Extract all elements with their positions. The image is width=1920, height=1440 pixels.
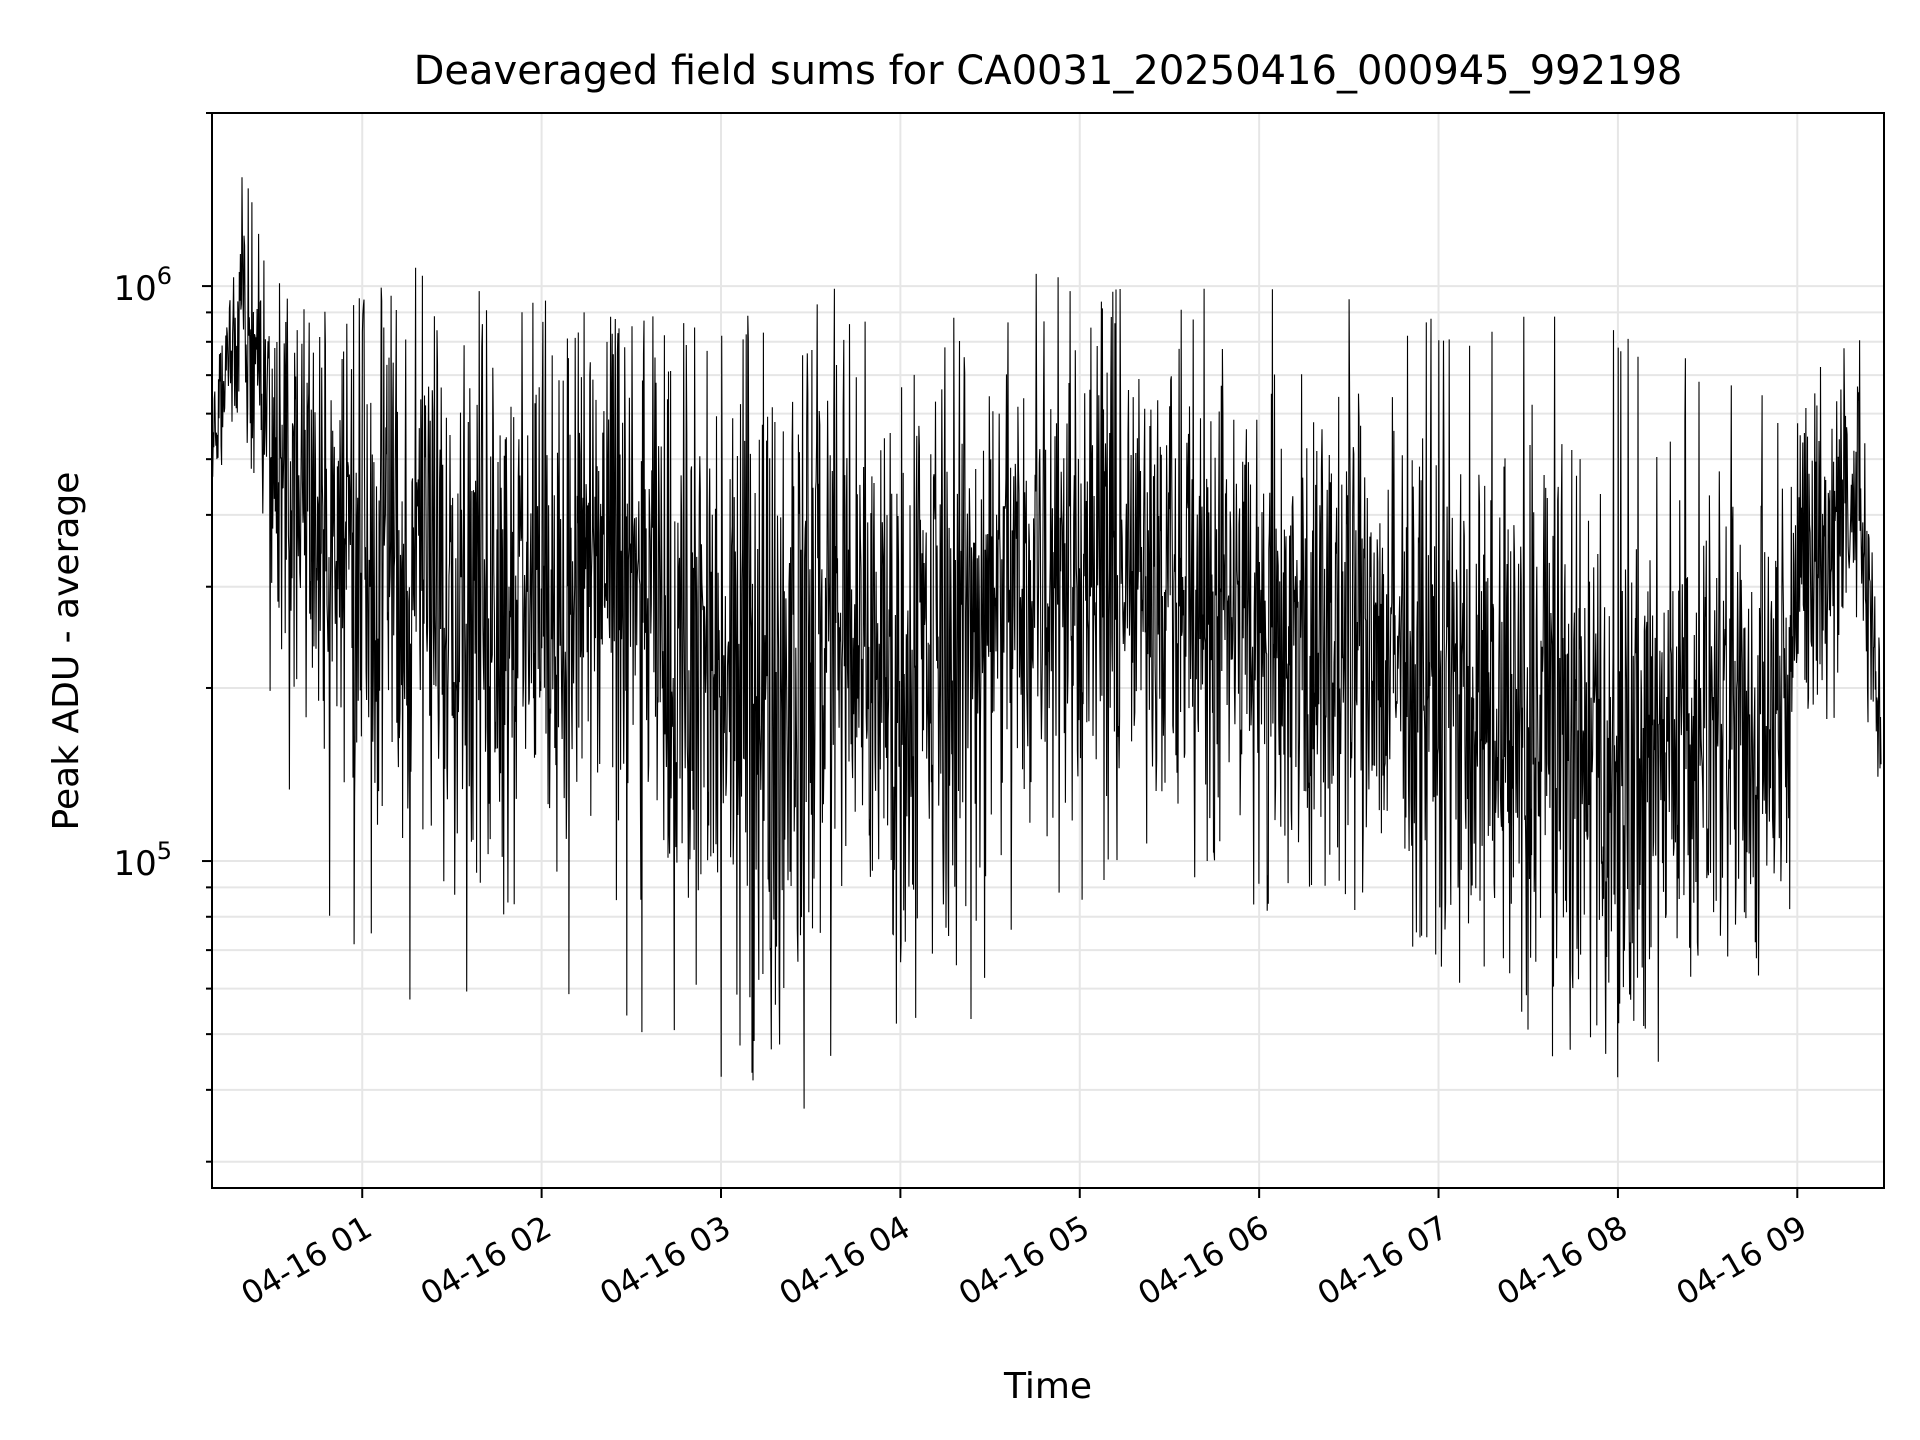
chart-title: Deaveraged field sums for CA0031_2025041…	[414, 48, 1683, 94]
y-tick-label: 105	[113, 837, 172, 884]
y-axis: 105 106	[113, 112, 212, 1163]
series-layer	[212, 177, 1882, 1109]
plot-frame	[211, 112, 1885, 1189]
x-axis-label: Time	[1003, 1366, 1092, 1407]
plot-area	[211, 112, 1885, 1189]
y-axis-label: Peak ADU - average	[46, 472, 87, 831]
series-line	[212, 177, 1882, 1109]
y-tick-label: 106	[113, 262, 172, 309]
